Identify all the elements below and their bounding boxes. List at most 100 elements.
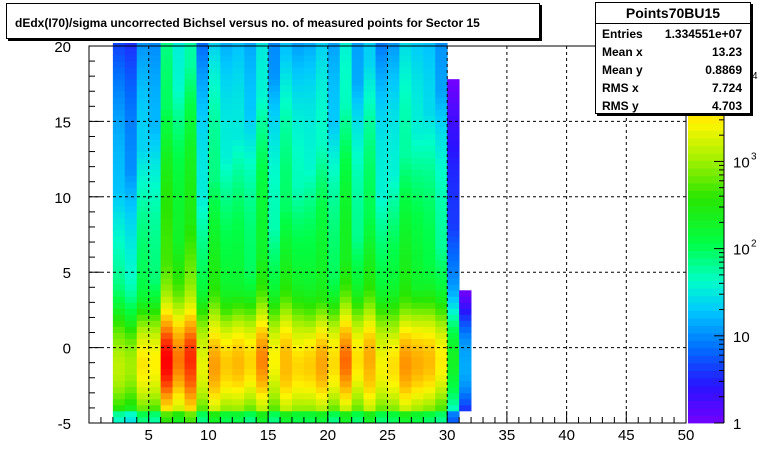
heatmap-cell [315, 61, 329, 68]
heatmap-cell [136, 61, 150, 68]
heatmap-cell [112, 121, 126, 128]
heatmap-cell [327, 356, 341, 364]
heatmap-cell [208, 133, 221, 140]
heatmap-cell [160, 145, 173, 152]
heatmap-cell [339, 254, 353, 261]
heatmap-cell [375, 127, 388, 134]
heatmap-cell [375, 410, 388, 418]
heatmap-cell [411, 284, 424, 291]
heatmap-cell [435, 350, 448, 358]
heatmap-cell [327, 85, 341, 92]
heatmap-cell [315, 223, 329, 231]
heatmap-cell [280, 61, 293, 68]
heatmap-cell [136, 73, 150, 80]
heatmap-cell [291, 157, 305, 165]
heatmap-cell [327, 217, 341, 225]
heatmap-cell [375, 115, 388, 122]
heatmap-cell [280, 217, 293, 225]
heatmap-cell [447, 236, 460, 243]
heatmap-cell [303, 175, 317, 183]
heatmap-cell [327, 266, 341, 273]
heatmap-cell [124, 278, 138, 285]
heatmap-cell [411, 344, 424, 352]
heatmap-cell [196, 67, 209, 74]
heatmap-cell [291, 368, 305, 376]
heatmap-cell [363, 284, 376, 291]
heatmap-cell [184, 61, 197, 68]
heatmap-cell [196, 338, 209, 345]
heatmap-cell [220, 326, 233, 333]
heatmap-cell [172, 175, 185, 183]
heatmap-cell [196, 73, 209, 80]
heatmap-cell [423, 133, 436, 140]
heatmap-cell [387, 133, 400, 140]
heatmap-cell [423, 127, 436, 134]
heatmap-cell [232, 260, 245, 267]
heatmap-cell [363, 338, 376, 345]
heatmap-cell [303, 67, 317, 74]
heatmap-cell [399, 181, 412, 189]
heatmap-cell [244, 103, 257, 110]
heatmap-cell [423, 151, 436, 158]
heatmap-cell [375, 49, 388, 56]
heatmap-cell [399, 404, 412, 412]
heatmap-cell [172, 302, 185, 309]
heatmap-cell [268, 368, 281, 376]
heatmap-cell [351, 85, 365, 92]
heatmap-cell [196, 410, 209, 418]
heatmap-cell [112, 187, 126, 195]
heatmap-cell [208, 386, 221, 394]
heatmap-cell [351, 266, 365, 273]
heatmap-cell [280, 236, 293, 243]
heatmap-cell [447, 193, 460, 201]
heatmap-cell [160, 248, 173, 255]
palette-step [688, 130, 724, 139]
heatmap-cell [327, 272, 341, 279]
heatmap-cell [160, 133, 173, 140]
heatmap-cell [268, 181, 281, 189]
heatmap-cell [196, 242, 209, 249]
heatmap-cell [256, 248, 269, 255]
heatmap-cell [303, 109, 317, 116]
heatmap-cell [220, 242, 233, 249]
heatmap-cell [315, 205, 329, 213]
heatmap-cell [303, 284, 317, 291]
heatmap-cell [315, 278, 329, 285]
heatmap-cell [220, 133, 233, 140]
heatmap-cell [184, 151, 197, 158]
heatmap-cell [124, 236, 138, 243]
heatmap-cell [232, 97, 245, 104]
heatmap-cell [172, 139, 185, 146]
heatmap-cell [459, 308, 472, 315]
heatmap-cell [184, 67, 197, 74]
heatmap-cell [315, 296, 329, 303]
x-tick-label: 40 [558, 427, 575, 444]
heatmap-cell [339, 97, 353, 104]
heatmap-cell [268, 374, 281, 382]
palette-step [688, 228, 724, 236]
heatmap-cell [435, 314, 448, 321]
heatmap-cell [172, 278, 185, 285]
heatmap-cell [268, 380, 281, 388]
heatmap-cell [196, 163, 209, 171]
heatmap-cell [124, 85, 138, 92]
heatmap-cell [351, 61, 365, 68]
heatmap-cell [160, 109, 173, 116]
heatmap-cell [399, 272, 412, 279]
palette-step [688, 348, 724, 356]
heatmap-cell [363, 302, 376, 309]
heatmap-cell [196, 332, 209, 339]
heatmap-cell [327, 236, 341, 243]
heatmap-cell [160, 157, 173, 165]
heatmap-cell [291, 127, 305, 134]
heatmap-cell [196, 109, 209, 116]
heatmap-cell [220, 61, 233, 68]
heatmap-cell [208, 266, 221, 273]
heatmap-cell [160, 332, 173, 339]
heatmap-cell [447, 181, 460, 189]
heatmap-cell [184, 187, 197, 195]
heatmap-cell [423, 332, 436, 339]
heatmap-cell [411, 356, 424, 364]
heatmap-cell [160, 284, 173, 291]
heatmap-cell [148, 223, 162, 231]
